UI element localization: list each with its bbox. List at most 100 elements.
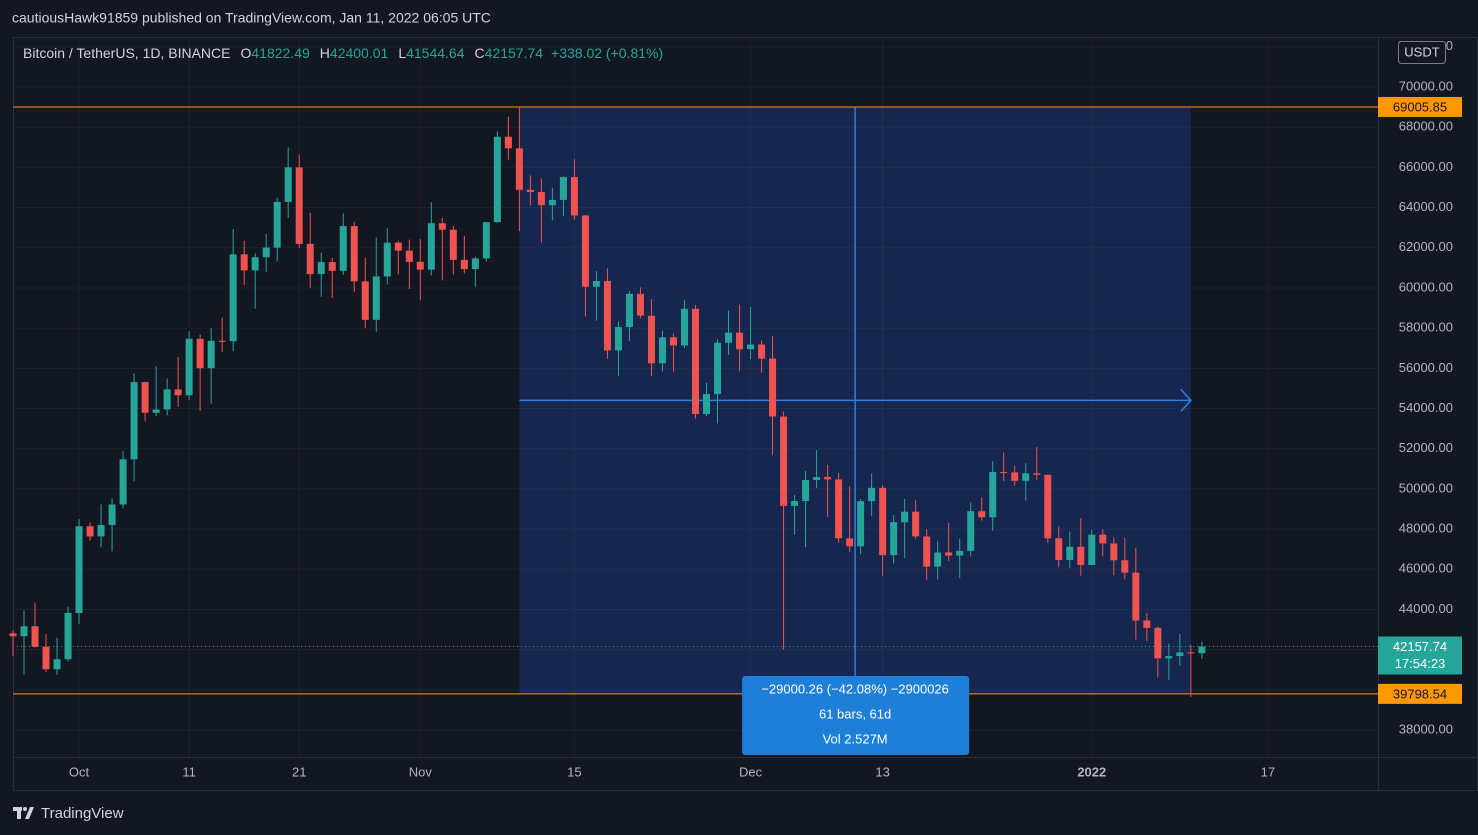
candle-body <box>758 344 766 359</box>
candle-body <box>460 259 468 270</box>
candle-body <box>636 293 644 316</box>
last-price-box <box>1378 636 1462 675</box>
candle-body <box>361 281 369 320</box>
candle-body <box>9 633 17 637</box>
candle-body <box>835 479 843 539</box>
x-tick-label: 2022 <box>1077 764 1106 779</box>
candle-body <box>449 229 457 260</box>
candle-body <box>471 258 479 270</box>
candle-body <box>1154 627 1162 659</box>
candle-body <box>780 416 788 506</box>
y-tick-label: 54000.00 <box>1399 400 1453 415</box>
candle-body <box>603 281 611 351</box>
price-label-box <box>1378 683 1462 704</box>
candle-body <box>383 242 391 277</box>
candle-body <box>570 177 578 216</box>
candle-body <box>229 254 237 342</box>
measure-info-box <box>742 676 970 755</box>
price-label-box <box>1378 96 1462 117</box>
countdown: 17:54:23 <box>1395 656 1446 671</box>
y-tick-label: 62000.00 <box>1399 239 1453 254</box>
measure-info-text: −29000.26 (−42.08%) −2900026 <box>761 681 949 696</box>
logo-icon <box>23 807 27 811</box>
candle-body <box>416 261 424 270</box>
candle-body <box>515 148 523 190</box>
candle-body <box>141 382 149 413</box>
candle-body <box>317 262 325 275</box>
ohlc-letter: L <box>398 45 406 61</box>
candle-body <box>1088 534 1096 565</box>
candle-body <box>714 342 722 395</box>
candle-body <box>262 247 270 258</box>
candle-body <box>196 338 204 369</box>
candle-body <box>1110 543 1118 561</box>
candle-body <box>218 340 226 342</box>
candle-body <box>658 337 666 364</box>
candle-body <box>989 472 997 518</box>
candle-body <box>20 626 28 637</box>
candle-body <box>868 487 876 502</box>
candle-body <box>747 344 755 350</box>
candle-body <box>328 262 336 271</box>
measure-info-text: 61 bars, 61d <box>819 706 891 721</box>
candle-body <box>647 315 655 364</box>
candle-body <box>1099 534 1107 544</box>
x-tick-label: 11 <box>182 764 196 779</box>
candle-body <box>273 201 281 248</box>
candle-body <box>537 192 545 206</box>
candle-body <box>625 293 633 327</box>
candle-body <box>802 480 810 501</box>
candle-body <box>1198 646 1206 654</box>
y-tick-label: 56000.00 <box>1399 360 1453 375</box>
candle-body <box>680 308 688 346</box>
logo: TradingView <box>13 805 124 822</box>
logo-icon <box>17 807 21 819</box>
x-tick-label: Nov <box>409 764 433 779</box>
ohlc-letter: H <box>320 45 330 61</box>
candle-body <box>692 308 699 415</box>
candle-body <box>559 177 567 200</box>
candle-body <box>1132 572 1140 621</box>
candle-body <box>1165 656 1173 659</box>
candle-body <box>1044 474 1052 539</box>
candle-body <box>934 552 942 567</box>
candle-body <box>846 538 854 547</box>
candle-body <box>912 511 920 537</box>
candle-body <box>504 136 512 149</box>
ohlc-value: 42157.74 <box>485 45 544 61</box>
candle-body <box>736 332 744 350</box>
candle-body <box>372 276 380 320</box>
candle-body <box>945 552 953 556</box>
candle-body <box>108 504 116 526</box>
candle-body <box>97 525 105 537</box>
candle-body <box>163 389 171 410</box>
ohlc-letter: C <box>475 45 485 61</box>
y-tick-label: 58000.00 <box>1399 320 1453 335</box>
logo-icon <box>25 807 34 819</box>
measure-arrow <box>1180 388 1192 412</box>
candle-body <box>130 382 138 460</box>
candle-body <box>548 199 556 206</box>
y-tick-label: 50000.00 <box>1399 480 1453 495</box>
candle-body <box>890 522 898 556</box>
candle-body <box>669 337 677 346</box>
candle-body <box>1022 473 1030 481</box>
candle-body <box>978 511 986 518</box>
candle-body <box>152 409 160 413</box>
candle-body <box>350 226 358 282</box>
currency-label: USDT <box>1404 44 1439 59</box>
candle-body <box>64 612 72 660</box>
y-tick-label: 44000.00 <box>1399 601 1453 616</box>
ohlc-letter: O <box>240 45 251 61</box>
candle-body <box>1187 652 1195 654</box>
y-tick-label: 66000.00 <box>1399 159 1453 174</box>
candle-body <box>207 340 215 369</box>
candle-body <box>427 223 435 270</box>
candle-body <box>119 459 127 505</box>
candle-body <box>614 327 622 351</box>
candle-body <box>240 254 248 271</box>
logo-text: TradingView <box>41 805 124 822</box>
candle-body <box>251 257 259 271</box>
